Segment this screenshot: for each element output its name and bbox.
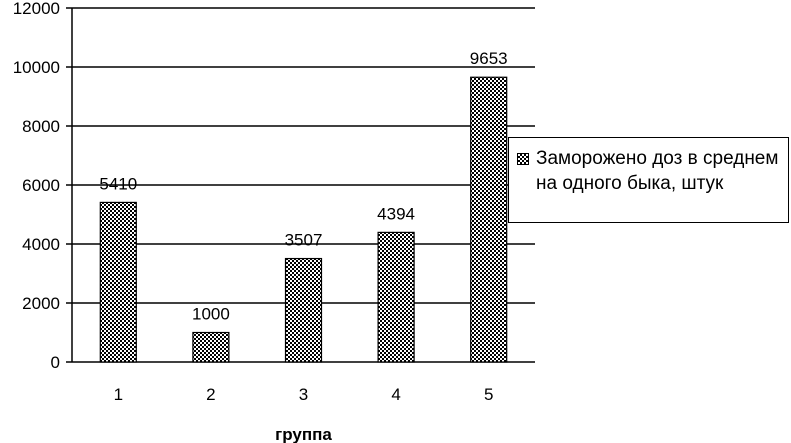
- x-tick-label: 3: [299, 385, 308, 404]
- legend-swatch: [517, 153, 529, 165]
- x-tick-label: 1: [114, 385, 123, 404]
- data-label: 4394: [377, 204, 415, 223]
- x-tick-label: 2: [206, 385, 215, 404]
- gridlines: [72, 7, 535, 304]
- bar: [99, 201, 137, 363]
- bars: [99, 76, 508, 363]
- bar: [284, 257, 323, 363]
- x-axis-title: группа: [275, 425, 332, 443]
- y-tick-label: 2000: [22, 294, 60, 313]
- legend: Заморожено доз в среднем на одного быка,…: [508, 137, 789, 223]
- bar: [377, 231, 415, 363]
- x-tick-label: 4: [391, 385, 400, 404]
- legend-label: Заморожено доз в среднем на одного быка,…: [536, 148, 779, 194]
- y-tick-label: 6000: [22, 176, 60, 195]
- y-tick-label: 12000: [13, 0, 60, 18]
- bar: [192, 331, 230, 363]
- y-tick-label: 10000: [13, 58, 60, 77]
- data-label: 3507: [285, 231, 323, 250]
- labels: 0 2000 4000 6000 8000 10000 12000 1 5410 2 1000 3 35…: [13, 0, 508, 404]
- y-tick-label: 8000: [22, 117, 60, 136]
- y-tick-label: 0: [51, 353, 60, 372]
- y-tick-label: 4000: [22, 235, 60, 254]
- data-label: 1000: [192, 305, 230, 324]
- x-tick-label: 5: [484, 385, 493, 404]
- data-label: 5410: [99, 174, 137, 193]
- data-label: 9653: [470, 49, 508, 68]
- bar: [470, 76, 508, 363]
